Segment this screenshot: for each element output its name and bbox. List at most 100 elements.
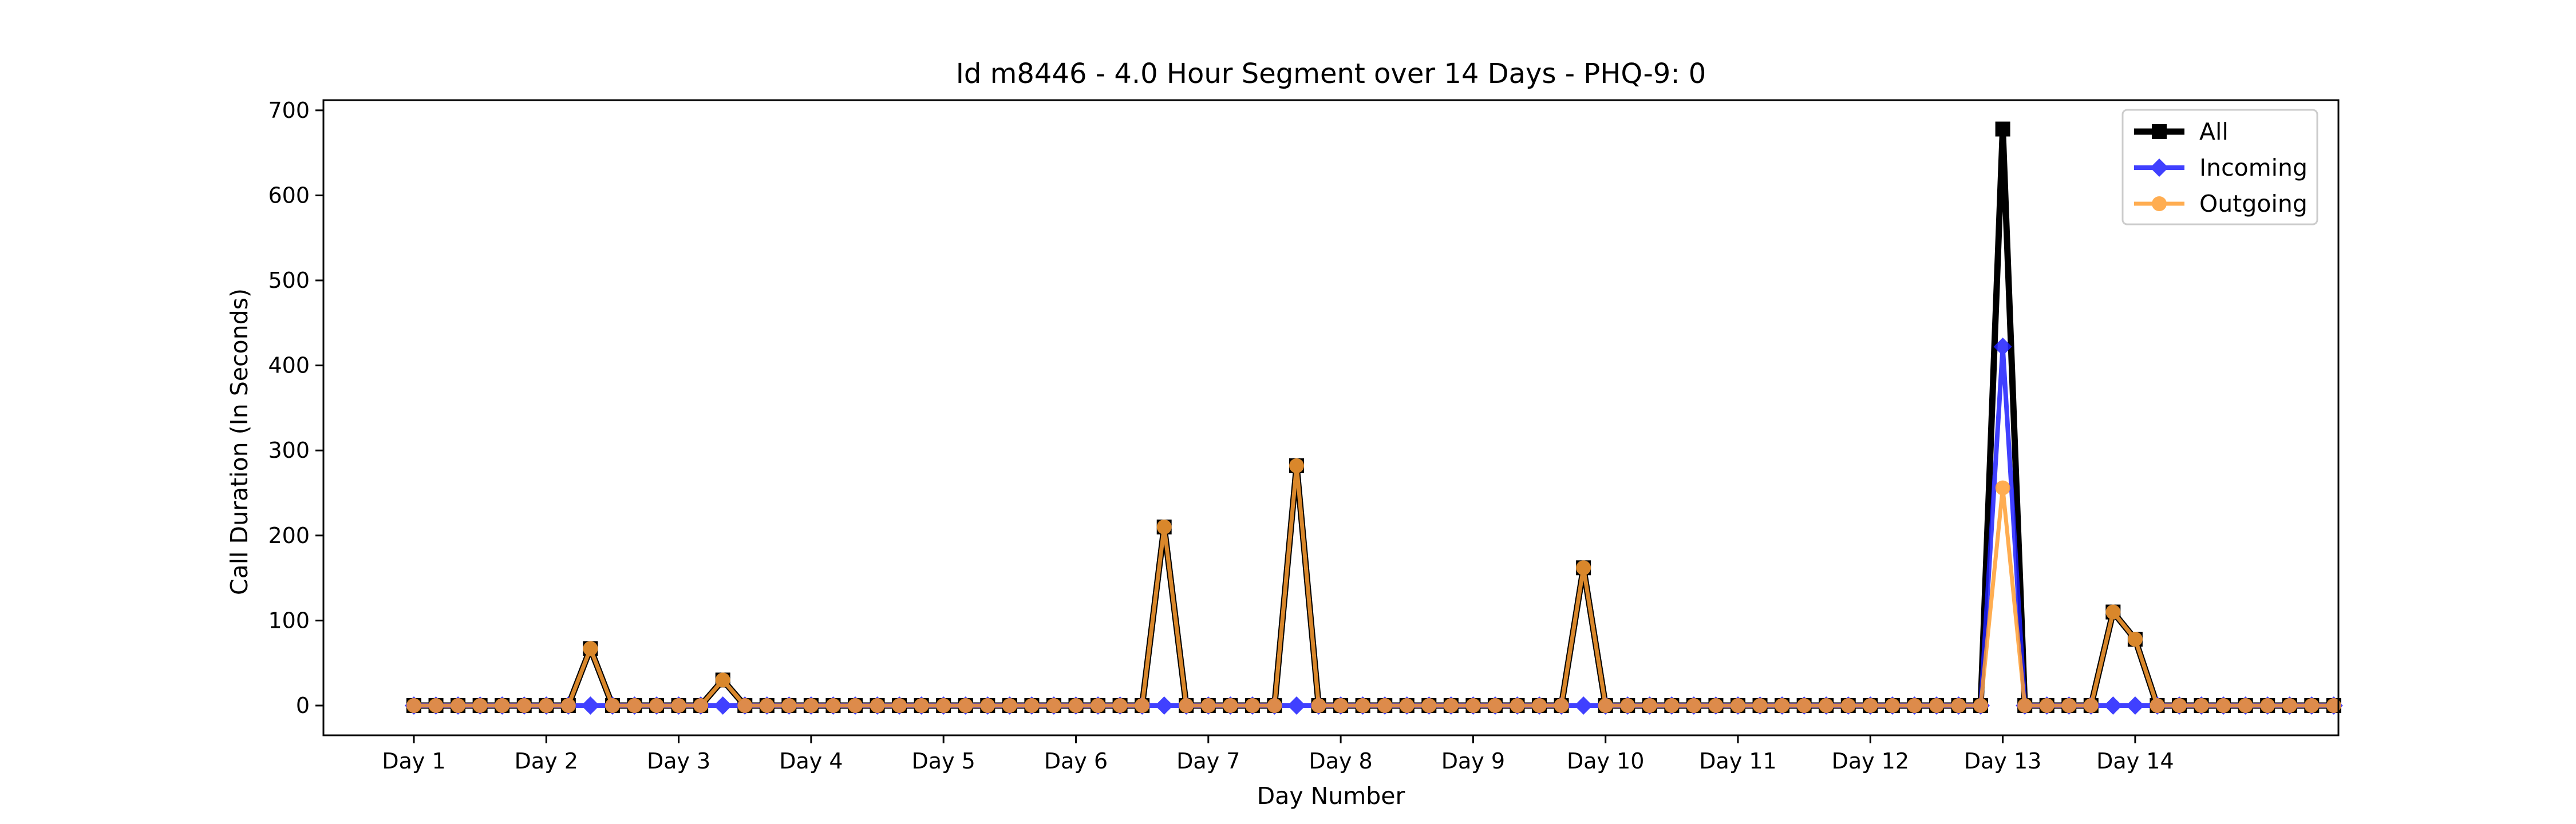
x-tick-label: Day 1 — [382, 748, 445, 774]
data-point-outgoing — [1421, 698, 1437, 713]
x-tick-label: Day 5 — [912, 748, 975, 774]
data-point-outgoing — [1289, 458, 1304, 473]
data-point-outgoing — [1929, 698, 1944, 713]
data-point-outgoing — [1510, 698, 1525, 713]
data-point-incoming — [1993, 337, 2012, 356]
data-point-outgoing — [1112, 698, 1128, 713]
data-point-outgoing — [516, 698, 532, 713]
data-point-outgoing — [1752, 698, 1768, 713]
data-point-outgoing — [1973, 698, 1989, 713]
y-tick-label: 500 — [268, 268, 310, 293]
data-point-outgoing — [1135, 698, 1150, 713]
data-point-outgoing — [2017, 698, 2033, 713]
data-point-incoming — [581, 696, 600, 715]
data-point-outgoing — [914, 698, 929, 713]
data-point-outgoing — [2127, 632, 2143, 647]
data-point-outgoing — [1244, 698, 1260, 713]
legend-entry-all — [2134, 124, 2184, 139]
data-point-outgoing — [627, 698, 642, 713]
legend-marker-incoming — [2150, 159, 2168, 177]
data-point-outgoing — [1443, 698, 1459, 713]
data-point-outgoing — [495, 698, 510, 713]
legend-label-all: All — [2199, 118, 2229, 145]
data-point-outgoing — [737, 698, 753, 713]
series-line-outgoing — [414, 464, 2334, 708]
x-tick-label: Day 9 — [1441, 748, 1505, 774]
data-point-outgoing — [1046, 698, 1061, 713]
x-tick-label: Day 2 — [515, 748, 578, 774]
data-point-outgoing — [1664, 698, 1680, 713]
y-axis-label: Call Duration (In Seconds) — [226, 288, 253, 595]
data-point-outgoing — [1598, 698, 1613, 713]
y-tick-label: 100 — [268, 608, 310, 633]
data-point-all — [1995, 121, 2010, 137]
data-point-outgoing — [472, 698, 488, 713]
data-point-outgoing — [1333, 698, 1349, 713]
data-point-outgoing — [1200, 698, 1216, 713]
x-tick-label: Day 10 — [1567, 748, 1644, 774]
data-point-outgoing — [2083, 698, 2099, 713]
data-point-outgoing — [451, 698, 466, 713]
y-tick-label: 700 — [268, 98, 310, 123]
x-tick-label: Day 12 — [1832, 748, 1909, 774]
data-point-outgoing — [1311, 698, 1326, 713]
plot-frame — [322, 99, 2340, 736]
data-point-outgoing — [2172, 698, 2187, 713]
data-point-outgoing — [2150, 698, 2165, 713]
data-point-outgoing — [2326, 698, 2341, 713]
data-point-outgoing — [406, 698, 421, 713]
data-point-outgoing — [2260, 698, 2275, 713]
data-point-outgoing — [1796, 698, 1812, 713]
data-point-outgoing — [1377, 698, 1393, 713]
x-tick-label: Day 7 — [1176, 748, 1240, 774]
data-point-outgoing — [958, 698, 973, 713]
data-point-outgoing — [649, 698, 665, 713]
data-point-outgoing — [1642, 698, 1657, 713]
data-point-outgoing — [1179, 698, 1194, 713]
data-point-outgoing — [2194, 698, 2209, 713]
data-point-outgoing — [980, 698, 995, 713]
data-point-incoming — [2125, 696, 2144, 715]
x-tick-label: Day 8 — [1309, 748, 1372, 774]
legend-label-incoming: Incoming — [2199, 154, 2308, 181]
legend-label-outgoing: Outgoing — [2199, 190, 2308, 217]
legend: All Incoming Outgoing — [2121, 109, 2318, 225]
data-point-outgoing — [1532, 698, 1547, 713]
data-point-outgoing — [428, 698, 444, 713]
data-point-outgoing — [671, 698, 686, 713]
data-point-outgoing — [1465, 698, 1481, 713]
data-point-outgoing — [1024, 698, 1040, 713]
data-point-outgoing — [1819, 698, 1834, 713]
x-tick-label: Day 6 — [1044, 748, 1108, 774]
series-outgoing — [406, 458, 2341, 713]
data-point-outgoing — [1002, 698, 1017, 713]
data-point-outgoing — [892, 698, 907, 713]
data-point-outgoing — [1487, 698, 1503, 713]
data-point-outgoing — [1576, 560, 1591, 576]
data-point-outgoing — [1884, 698, 1900, 713]
data-point-outgoing — [2282, 698, 2297, 713]
data-point-outgoing — [2238, 698, 2253, 713]
x-tick-label: Day 3 — [647, 748, 710, 774]
legend-entry-incoming — [2134, 159, 2184, 177]
y-tick-label: 600 — [268, 183, 310, 208]
legend-box — [2121, 109, 2318, 225]
data-point-outgoing — [1068, 698, 1084, 713]
data-point-outgoing — [1554, 698, 1569, 713]
data-point-outgoing — [1775, 698, 1790, 713]
data-point-outgoing — [936, 698, 951, 713]
legend-marker-all — [2152, 124, 2167, 139]
data-point-outgoing — [1863, 698, 1878, 713]
data-point-outgoing — [1355, 698, 1370, 713]
data-point-outgoing — [759, 698, 775, 713]
data-point-outgoing — [2216, 698, 2231, 713]
data-point-outgoing — [781, 698, 797, 713]
x-axis-label: Day Number — [1257, 782, 1405, 810]
data-point-outgoing — [560, 698, 576, 713]
data-point-outgoing — [715, 672, 730, 688]
data-point-outgoing — [870, 698, 885, 713]
data-point-outgoing — [2304, 698, 2320, 713]
y-tick-label: 300 — [268, 438, 310, 463]
